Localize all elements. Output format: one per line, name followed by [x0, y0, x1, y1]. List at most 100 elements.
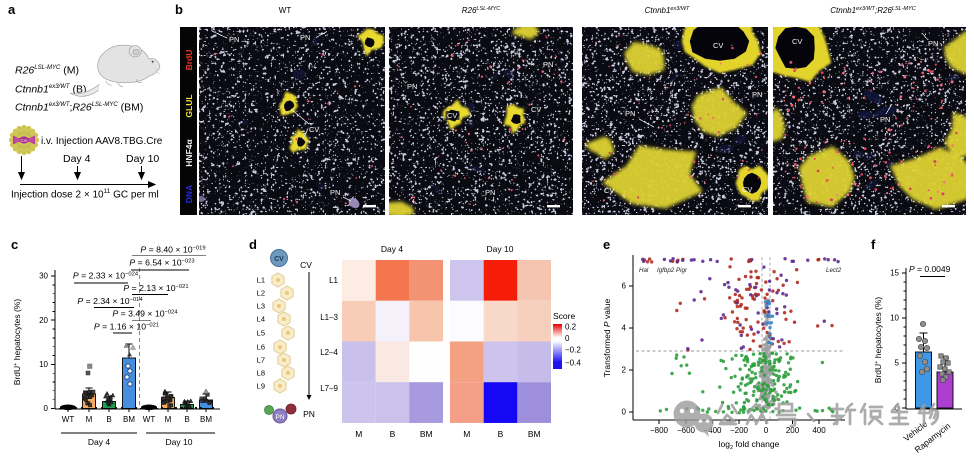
svg-text:L5: L5	[257, 329, 265, 338]
svg-text:Day 4: Day 4	[88, 437, 110, 447]
svg-text:−600: −600	[677, 426, 696, 435]
svg-text:L2–4: L2–4	[320, 348, 338, 357]
svg-text:Day 10: Day 10	[166, 437, 193, 447]
svg-text:PN: PN	[330, 188, 340, 197]
svg-text:PN: PN	[300, 33, 310, 42]
svg-text:PN: PN	[752, 90, 762, 99]
svg-text:Ctnnb1ex3/WT: Ctnnb1ex3/WT	[645, 6, 690, 15]
svg-text:L4: L4	[257, 315, 265, 324]
svg-text:−0.4: −0.4	[565, 359, 581, 368]
svg-text:L9: L9	[257, 382, 265, 391]
svg-text:R26LSL-MYC: R26LSL-MYC	[462, 6, 501, 15]
svg-text:M: M	[86, 415, 93, 424]
svg-text:L8: L8	[257, 369, 265, 378]
svg-text:log2 fold change: log2 fold change	[719, 439, 780, 451]
svg-text:P = 0.0049: P = 0.0049	[909, 264, 951, 274]
svg-text:−0.2: −0.2	[565, 346, 581, 355]
svg-text:PN: PN	[485, 188, 495, 197]
svg-text:CV: CV	[792, 37, 802, 46]
svg-text:0: 0	[565, 334, 570, 343]
svg-text:PN: PN	[407, 82, 417, 91]
svg-text:L2: L2	[257, 289, 265, 298]
svg-text:Lect2: Lect2	[826, 267, 842, 274]
svg-text:BM: BM	[200, 415, 212, 424]
svg-text:CV: CV	[447, 111, 457, 120]
svg-text:CV: CV	[713, 41, 723, 50]
svg-text:PN: PN	[229, 35, 239, 44]
svg-text:Igfbp2: Igfbp2	[657, 267, 675, 274]
svg-text:10: 10	[39, 360, 48, 369]
svg-text:0.2: 0.2	[565, 323, 577, 332]
svg-text:BM: BM	[528, 429, 541, 439]
svg-text:B: B	[106, 415, 111, 424]
svg-text:CV: CV	[531, 105, 541, 114]
svg-text:WT: WT	[143, 415, 156, 424]
svg-text:M: M	[165, 415, 172, 424]
svg-text:BM: BM	[420, 429, 433, 439]
svg-text:DNA: DNA	[184, 185, 194, 203]
svg-text:PN: PN	[543, 60, 553, 69]
svg-text:P = 8.40 × 10−019: P = 8.40 × 10−019	[140, 245, 205, 255]
svg-text:PN: PN	[303, 409, 315, 419]
svg-text:GLUL: GLUL	[184, 94, 194, 117]
svg-text:Ctnnb1ex3/WT;R26LSL-MYC: Ctnnb1ex3/WT;R26LSL-MYC	[830, 6, 916, 15]
svg-text:M: M	[355, 429, 362, 439]
svg-text:15: 15	[890, 269, 899, 278]
svg-text:0: 0	[622, 408, 627, 417]
svg-text:20: 20	[39, 316, 48, 325]
svg-text:6: 6	[622, 282, 627, 291]
svg-text:2: 2	[622, 366, 627, 375]
svg-text:0: 0	[764, 426, 769, 435]
svg-text:CV: CV	[309, 125, 319, 134]
svg-text:BM: BM	[123, 415, 135, 424]
svg-text:WT: WT	[62, 415, 75, 424]
svg-text:0: 0	[895, 404, 900, 413]
svg-text:L1: L1	[257, 276, 265, 285]
svg-text:4: 4	[622, 324, 627, 333]
svg-text:5: 5	[895, 359, 900, 368]
svg-text:L1–3: L1–3	[320, 313, 338, 322]
svg-text:WT: WT	[279, 6, 292, 15]
svg-text:Pigr: Pigr	[676, 267, 688, 274]
svg-text:−200: −200	[730, 426, 749, 435]
svg-text:P = 2.34 × 10−014: P = 2.34 × 10−014	[77, 296, 143, 306]
svg-text:PN: PN	[275, 414, 284, 421]
svg-text:Transformed P value: Transformed P value	[602, 298, 612, 377]
svg-text:Cre: Cre	[20, 138, 28, 143]
svg-text:CV: CV	[742, 185, 752, 194]
svg-text:PN: PN	[625, 109, 635, 118]
svg-text:Score: Score	[553, 311, 575, 321]
svg-text:L7–9: L7–9	[320, 384, 338, 393]
svg-text:PN: PN	[928, 39, 938, 48]
svg-text:400: 400	[812, 426, 826, 435]
svg-text:P = 1.16 × 10−021: P = 1.16 × 10−021	[94, 322, 159, 332]
svg-text:0: 0	[44, 404, 49, 413]
svg-text:L1: L1	[329, 276, 338, 285]
svg-text:Hal: Hal	[639, 267, 649, 274]
svg-text:BrdU+ hepatocytes (%): BrdU+ hepatocytes (%)	[12, 299, 22, 386]
svg-text:P = 3.49 × 10−024: P = 3.49 × 10−024	[112, 309, 178, 319]
svg-text:−800: −800	[650, 426, 669, 435]
svg-text:L3: L3	[257, 302, 265, 311]
svg-text:P = 2.33 × 10−024: P = 2.33 × 10−024	[73, 270, 139, 280]
svg-text:L7: L7	[257, 356, 265, 365]
svg-text:B: B	[390, 429, 396, 439]
svg-text:−400: −400	[703, 426, 722, 435]
svg-text:P = 6.54 × 10−023: P = 6.54 × 10−023	[129, 258, 194, 268]
svg-text:Day 10: Day 10	[487, 244, 514, 254]
svg-text:B: B	[498, 429, 504, 439]
svg-text:L6: L6	[257, 343, 265, 352]
svg-text:P = 2.13 × 10−021: P = 2.13 × 10−021	[123, 283, 188, 293]
svg-text:BrdU: BrdU	[184, 50, 194, 71]
svg-text:HNF4α: HNF4α	[184, 139, 194, 167]
svg-text:BrdU+ hepatocytes (%): BrdU+ hepatocytes (%)	[873, 297, 883, 384]
svg-text:B: B	[184, 415, 189, 424]
svg-text:CV: CV	[274, 256, 284, 263]
svg-text:CV: CV	[300, 260, 312, 270]
svg-text:Day 4: Day 4	[381, 244, 403, 254]
svg-text:CV: CV	[604, 186, 614, 195]
svg-text:30: 30	[39, 272, 48, 281]
svg-text:PN: PN	[880, 115, 890, 124]
svg-text:10: 10	[890, 314, 899, 323]
svg-text:200: 200	[786, 426, 800, 435]
